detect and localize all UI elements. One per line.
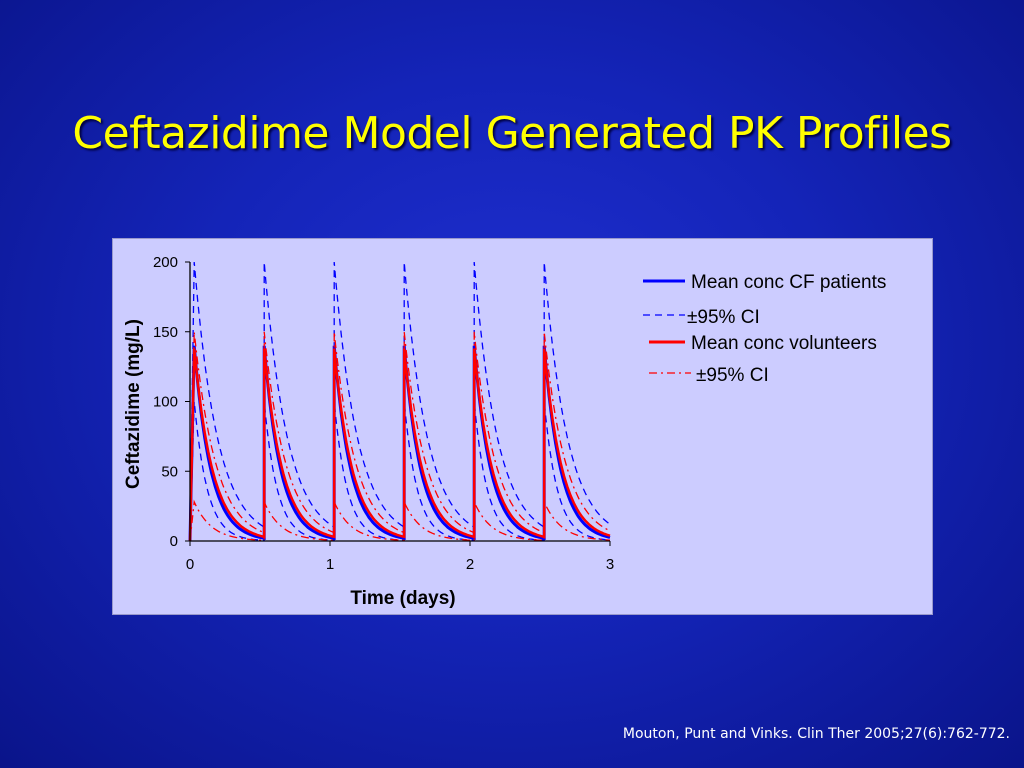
y-tick-label: 200: [153, 254, 178, 271]
y-tick-label: 50: [161, 463, 178, 480]
legend-label-2: ±95% CI: [687, 307, 760, 328]
series-line-2: [189, 261, 611, 542]
series-line-3: [189, 401, 611, 542]
series-line-6: [189, 499, 611, 542]
x-tick-label: 0: [186, 556, 194, 573]
x-tick-label: 2: [466, 556, 474, 573]
legend-label-3: Mean conc volunteers: [691, 333, 877, 354]
legend-label-1: Mean conc CF patients: [691, 272, 886, 293]
legend-label-4: ±95% CI: [696, 365, 769, 386]
x-axis-title: Time (days): [350, 588, 455, 609]
y-tick-label: 100: [153, 394, 178, 411]
y-axis-title: Ceftazidime (mg/L): [123, 319, 144, 489]
series-layer: [188, 261, 611, 542]
x-tick-label: 3: [606, 556, 614, 573]
slide-title: Ceftazidime Model Generated PK Profiles: [72, 108, 952, 159]
series-line-4: [188, 348, 611, 542]
citation: Mouton, Punt and Vinks. Clin Ther 2005;2…: [622, 726, 1010, 742]
legend: Mean conc CF patients ±95% CI Mean conc vo…: [643, 272, 886, 386]
chart-panel: 0 50 100 150 200 0 1 2 3 Time (days) Ceftazidime…: [112, 238, 933, 615]
y-tick-label: 150: [153, 324, 178, 341]
pk-line-chart: 0 50 100 150 200 0 1 2 3 Time (days) Ceftazidime…: [123, 254, 886, 609]
y-tick-label: 0: [170, 533, 178, 550]
axes-layer: 0 50 100 150 200 0 1 2 3: [153, 254, 614, 573]
x-tick-label: 1: [326, 556, 334, 573]
